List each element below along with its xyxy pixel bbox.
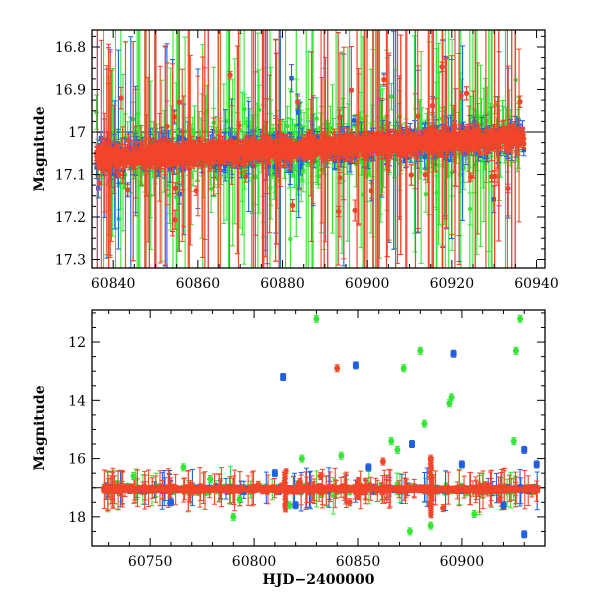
data-points: [92, 0, 545, 389]
data-point-green: [488, 115, 492, 119]
data-point-green: [389, 94, 393, 98]
data-point-green: [242, 107, 246, 111]
data-point-green: [315, 116, 319, 120]
data-point-green: [204, 111, 208, 115]
data-point-blue: [352, 118, 356, 122]
data-point-blue: [289, 76, 293, 80]
data-point-blue: [492, 197, 496, 201]
data-point-green: [424, 192, 428, 196]
data-point-green: [288, 237, 292, 241]
